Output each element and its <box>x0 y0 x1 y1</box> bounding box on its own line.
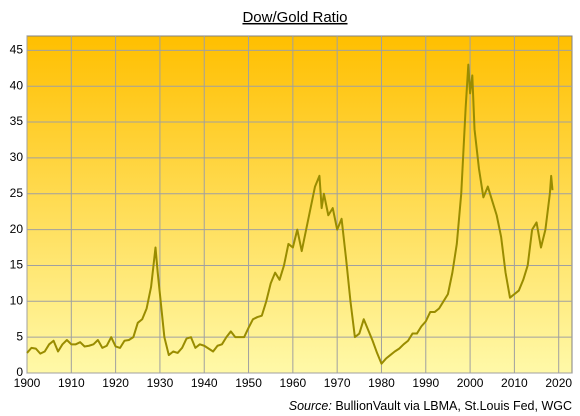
y-tick-label: 0 <box>16 365 23 379</box>
plot-area <box>26 35 573 374</box>
x-tick-label: 2000 <box>457 376 484 390</box>
y-tick-label: 30 <box>10 150 24 164</box>
source: Source: BullionVault via LBMA, St.Louis … <box>289 399 572 413</box>
y-tick-label: 35 <box>10 114 24 128</box>
y-tick-label: 40 <box>10 78 24 92</box>
y-tick-label: 5 <box>16 329 23 343</box>
x-tick-label: 2020 <box>545 376 572 390</box>
y-tick-label: 25 <box>10 186 24 200</box>
x-tick-label: 2010 <box>501 376 528 390</box>
source-text: BullionVault via LBMA, St.Louis Fed, WGC <box>335 399 572 413</box>
chart-title: Dow/Gold Ratio <box>242 9 347 26</box>
x-tick-label: 1990 <box>412 376 439 390</box>
x-tick-label: 1950 <box>235 376 262 390</box>
y-tick-label: 45 <box>10 43 24 57</box>
y-tick-label: 10 <box>10 293 24 307</box>
x-tick-label: 1900 <box>14 376 41 390</box>
source-label: Source: <box>289 399 332 413</box>
x-tick-label: 1920 <box>102 376 129 390</box>
data-line <box>26 63 554 365</box>
x-tick-label: 1940 <box>191 376 218 390</box>
y-tick-label: 20 <box>10 222 24 236</box>
x-tick-label: 1930 <box>147 376 174 390</box>
x-tick-label: 1960 <box>280 376 307 390</box>
y-tick-label: 15 <box>10 258 24 272</box>
x-tick-label: 1980 <box>368 376 395 390</box>
x-tick-label: 1970 <box>324 376 351 390</box>
x-tick-label: 1910 <box>58 376 85 390</box>
